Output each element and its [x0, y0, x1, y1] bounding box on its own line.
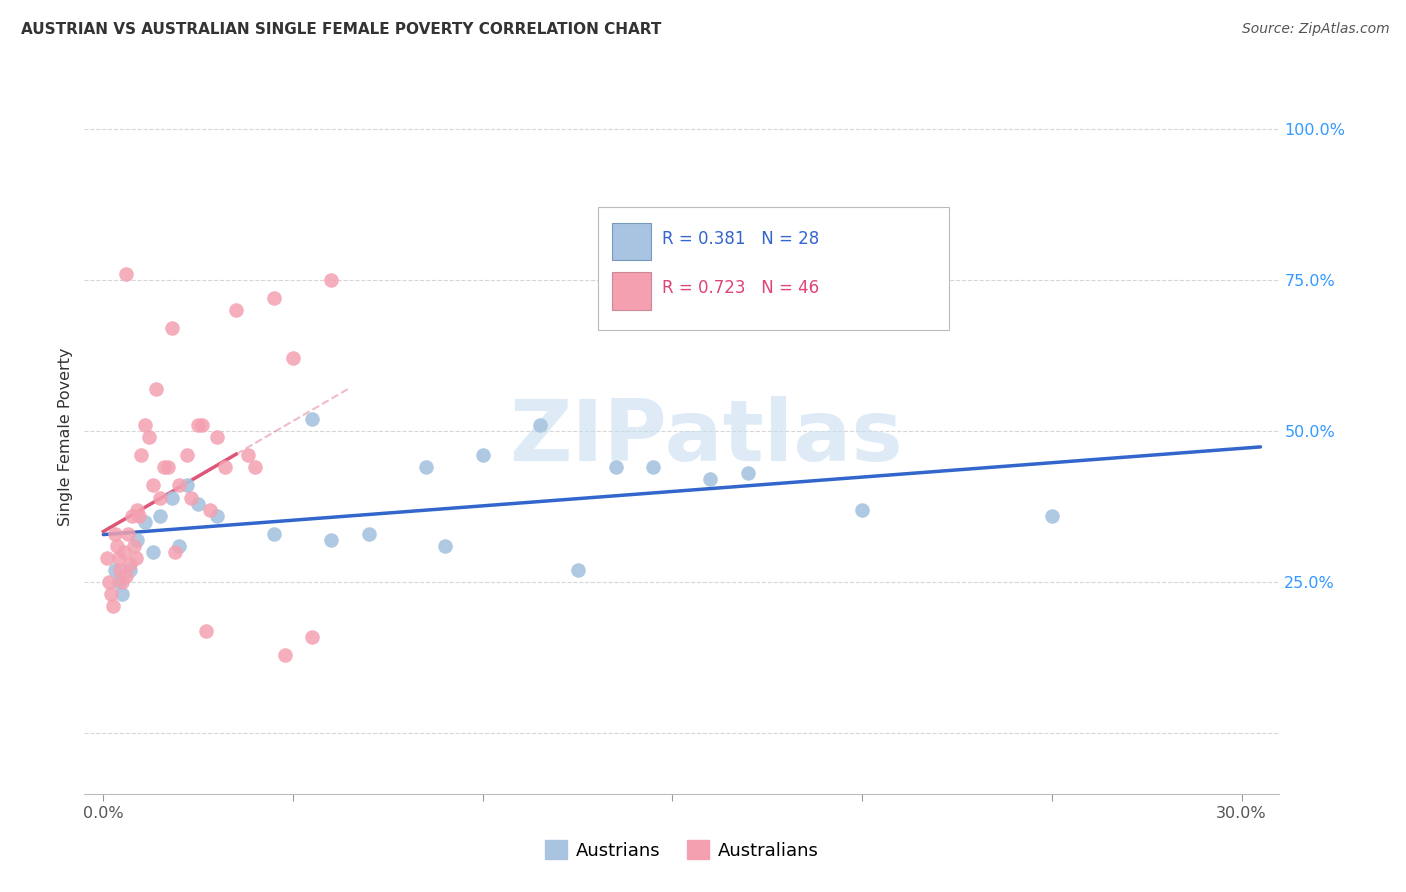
Text: AUSTRIAN VS AUSTRALIAN SINGLE FEMALE POVERTY CORRELATION CHART: AUSTRIAN VS AUSTRALIAN SINGLE FEMALE POV… [21, 22, 661, 37]
Point [263, 291, 285, 305]
Point [122, 539, 145, 553]
Point [129, 448, 152, 462]
Point [104, 563, 127, 577]
Y-axis label: Single Female Poverty: Single Female Poverty [58, 348, 73, 526]
Point [319, 533, 342, 547]
Text: Source: ZipAtlas.com: Source: ZipAtlas.com [1241, 22, 1389, 37]
Point [643, 460, 665, 475]
Point [167, 478, 190, 492]
Point [529, 417, 551, 432]
Point [111, 587, 134, 601]
Text: ZIPatlas: ZIPatlas [509, 395, 903, 479]
Point [98, 575, 121, 590]
Point [115, 569, 138, 583]
Point [180, 491, 202, 505]
Point [134, 515, 156, 529]
Point [263, 526, 285, 541]
Point [191, 417, 214, 432]
Point [225, 303, 247, 318]
Point [167, 539, 190, 553]
Point [118, 563, 141, 577]
Point [149, 508, 172, 523]
Point [471, 448, 494, 462]
Point [737, 467, 759, 481]
Point [121, 508, 143, 523]
Point [194, 624, 217, 638]
Point [118, 557, 141, 571]
Point [160, 321, 183, 335]
Point [301, 412, 323, 426]
Point [198, 502, 221, 516]
Point [127, 533, 149, 547]
Point [107, 551, 129, 566]
Text: R = 0.381   N = 28: R = 0.381 N = 28 [662, 230, 820, 248]
Point [243, 460, 266, 475]
Point [176, 478, 198, 492]
Point [236, 448, 259, 462]
Point [96, 551, 118, 566]
Point [134, 417, 156, 432]
Point [153, 460, 176, 475]
Point [187, 497, 209, 511]
Point [112, 545, 135, 559]
Point [142, 545, 165, 559]
Text: R = 0.723   N = 46: R = 0.723 N = 46 [662, 279, 820, 297]
Point [205, 430, 228, 444]
Point [274, 648, 297, 662]
Point [1040, 508, 1063, 523]
Point [104, 526, 127, 541]
Point [105, 539, 128, 553]
Point [100, 587, 122, 601]
Point [851, 502, 873, 516]
Point [605, 460, 627, 475]
Point [149, 491, 172, 505]
Point [117, 526, 139, 541]
Point [124, 551, 146, 566]
Point [567, 563, 589, 577]
Point [214, 460, 236, 475]
Point [699, 472, 721, 486]
Point [319, 273, 342, 287]
Point [145, 382, 167, 396]
Point [187, 417, 209, 432]
Point [156, 460, 179, 475]
Point [415, 460, 437, 475]
Point [433, 539, 456, 553]
Point [160, 491, 183, 505]
Point [301, 630, 323, 644]
Point [357, 526, 380, 541]
Point [111, 575, 134, 590]
Point [128, 508, 150, 523]
Point [127, 502, 149, 516]
Point [101, 599, 124, 614]
Point [107, 575, 129, 590]
Point [165, 545, 187, 559]
Point [110, 563, 132, 577]
Point [138, 430, 160, 444]
Point [176, 448, 198, 462]
Point [281, 351, 304, 366]
Point [205, 508, 228, 523]
Point [142, 478, 165, 492]
Point [115, 267, 138, 281]
Legend: Austrians, Australians: Austrians, Australians [537, 833, 827, 867]
